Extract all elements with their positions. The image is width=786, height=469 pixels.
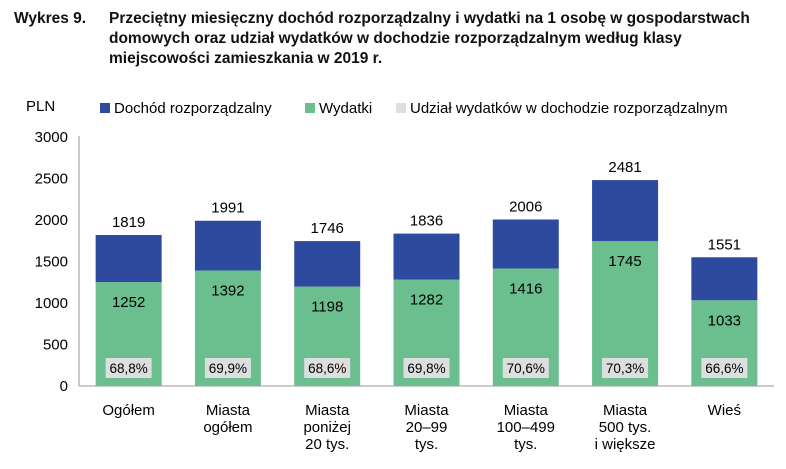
x-tick-label: i większe: [595, 436, 656, 453]
data-label-wydatki: 1198: [311, 299, 343, 316]
data-label-dochod: 1551: [708, 236, 741, 253]
x-tick-label: tys.: [514, 436, 537, 453]
data-label-wydatki: 1033: [708, 312, 741, 329]
y-tick-label: 500: [43, 337, 68, 354]
legend-label: Dochód rozporządzalny: [114, 100, 272, 117]
x-tick-label: Wieś: [708, 402, 741, 419]
data-label-udzial: 70,6%: [507, 361, 545, 376]
share-box: [204, 358, 251, 378]
share-box: [105, 358, 152, 378]
bar-dochod: [194, 220, 261, 271]
share-box: [304, 358, 351, 378]
data-label-dochod: 1991: [211, 200, 244, 217]
bar-dochod: [393, 233, 460, 280]
x-tick-label: Miasta: [305, 402, 350, 419]
bar-dochod: [691, 257, 758, 301]
bar-dochod: [492, 219, 559, 269]
x-tick-label: Miasta: [603, 402, 648, 419]
data-label-dochod: 1819: [112, 214, 145, 231]
data-label-wydatki: 1745: [608, 253, 641, 270]
data-label-dochod: 2006: [509, 199, 542, 216]
x-tick-label: ogółem: [203, 419, 252, 436]
y-tick-label: 1500: [35, 254, 68, 271]
data-label-dochod: 1746: [311, 220, 344, 237]
data-label-wydatki: 1392: [211, 282, 244, 299]
data-label-udzial: 70,3%: [606, 361, 644, 376]
y-tick-label: 1000: [35, 295, 68, 312]
data-label-udzial: 68,8%: [110, 361, 148, 376]
data-label-udzial: 69,9%: [209, 361, 247, 376]
x-tick-label: poniżej: [303, 419, 351, 436]
x-tick-label: 20 tys.: [305, 436, 349, 453]
data-label-udzial: 69,8%: [407, 361, 445, 376]
x-tick-label: tys.: [415, 436, 438, 453]
legend-swatch: [396, 103, 406, 113]
title-text: Przeciętny miesięczny dochód rozporządza…: [109, 10, 750, 67]
x-tick-label: Miasta: [206, 402, 251, 419]
legend-label: Wydatki: [319, 100, 372, 117]
x-tick-label: 20–99: [406, 419, 448, 436]
y-tick-label: 2000: [35, 212, 68, 229]
data-label-wydatki: 1282: [410, 292, 443, 309]
share-box: [403, 358, 450, 378]
data-label-udzial: 66,6%: [705, 361, 743, 376]
legend-label: Udział wydatków w dochodzie rozporządzal…: [410, 100, 728, 117]
data-label-udzial: 68,6%: [308, 361, 346, 376]
data-label-dochod: 2481: [608, 159, 641, 176]
title-label: Wykres 9.: [14, 10, 87, 27]
legend-swatch: [100, 103, 110, 113]
y-axis-label: PLN: [26, 98, 55, 115]
bar-dochod: [592, 180, 659, 242]
bar-dochod: [95, 235, 162, 283]
y-tick-label: 2500: [35, 171, 68, 188]
x-tick-label: Miasta: [504, 402, 549, 419]
data-label-wydatki: 1252: [112, 294, 145, 311]
share-box: [502, 358, 549, 378]
share-box: [602, 358, 649, 378]
share-box: [701, 358, 748, 378]
legend-swatch: [305, 103, 315, 113]
y-tick-label: 0: [60, 378, 68, 395]
x-tick-label: Ogółem: [102, 402, 155, 419]
y-tick-label: 3000: [35, 129, 68, 146]
x-tick-label: 500 tys.: [599, 419, 652, 436]
data-label-wydatki: 1416: [509, 280, 542, 297]
bar-dochod: [294, 241, 361, 287]
data-label-dochod: 1836: [410, 213, 443, 230]
x-tick-label: Miasta: [404, 402, 449, 419]
x-tick-label: 100–499: [497, 419, 555, 436]
